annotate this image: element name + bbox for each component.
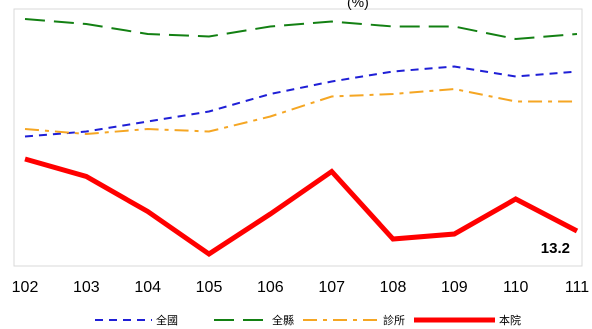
x-axis-tick-labels: 102 103 104 105 106 107 108 109 110 111 bbox=[12, 279, 590, 296]
chart-title-fragment: (%) bbox=[347, 0, 369, 10]
data-labels: 13.2 bbox=[541, 240, 570, 257]
legend: 全國 全縣 診所 本院 bbox=[95, 313, 521, 327]
legend-label: 全縣 bbox=[272, 313, 294, 327]
legend-label: 本院 bbox=[499, 313, 521, 327]
legend-item-1: 全國 bbox=[95, 313, 178, 327]
series-line-2 bbox=[24, 18, 578, 41]
series-lines bbox=[24, 18, 579, 258]
x-tick-label: 111 bbox=[565, 279, 589, 296]
x-tick-label: 102 bbox=[12, 279, 39, 296]
x-tick-label: 106 bbox=[257, 279, 284, 296]
series-line-3 bbox=[24, 87, 577, 136]
x-tick-label: 107 bbox=[318, 279, 345, 296]
x-tick-label: 105 bbox=[196, 279, 223, 296]
series-line-1 bbox=[24, 65, 578, 138]
x-tick-label: 108 bbox=[380, 279, 407, 296]
x-tick-label: 103 bbox=[73, 279, 100, 296]
x-tick-label: 109 bbox=[441, 279, 468, 296]
x-tick-label: 104 bbox=[134, 279, 161, 296]
plot-area bbox=[13, 8, 583, 267]
legend-item-2: 全縣 bbox=[214, 313, 294, 327]
data-label-1: 13.2 bbox=[541, 240, 570, 257]
legend-item-3: 診所 bbox=[303, 313, 405, 327]
series-line-4 bbox=[24, 156, 579, 258]
legend-label: 全國 bbox=[156, 313, 178, 327]
legend-item-4: 本院 bbox=[414, 313, 521, 327]
x-tick-label: 110 bbox=[503, 279, 529, 296]
legend-label: 診所 bbox=[383, 313, 405, 327]
